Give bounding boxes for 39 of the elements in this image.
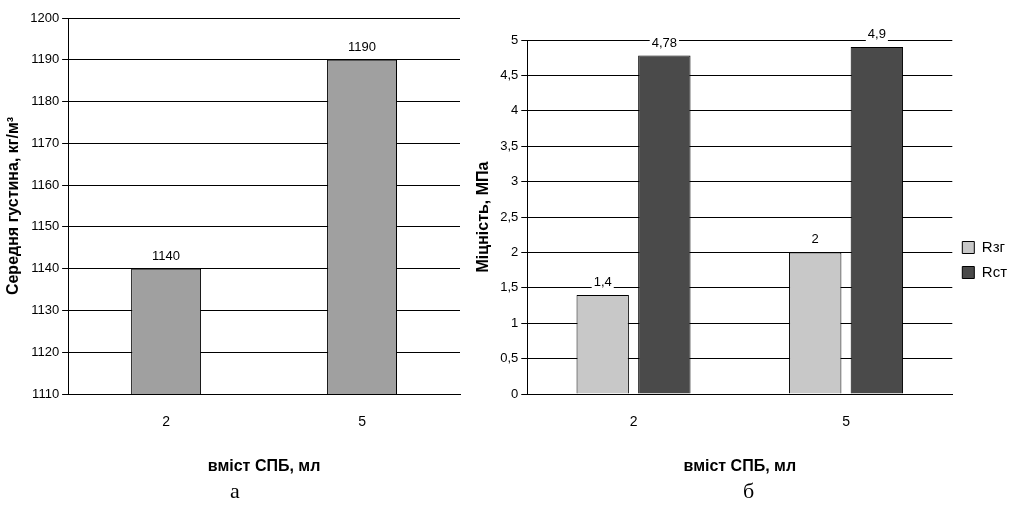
legend-label: Rст (981, 262, 1008, 280)
y-tick-label: 1170 (31, 134, 60, 150)
y-axis-title: Міцність, МПа (474, 161, 492, 273)
data-label: 4,9 (867, 26, 886, 42)
x-tick-label: 5 (842, 413, 851, 430)
data-label: 1,4 (593, 273, 612, 289)
y-tick-label: 1120 (31, 343, 60, 359)
y-tick-label: 3 (511, 173, 519, 189)
y-tick-label: 1110 (32, 385, 60, 401)
y-tick-label: 1190 (31, 51, 60, 67)
y-tick-label: 1130 (31, 302, 60, 318)
x-tick-label: 2 (629, 413, 638, 430)
x-tick-label: 2 (162, 413, 171, 430)
text: а (229, 478, 241, 504)
data-label: 2 (811, 231, 819, 247)
y-tick-label: 4,5 (500, 66, 519, 82)
legend-label: Rзг (981, 237, 1006, 255)
y-tick-label: 1140 (31, 260, 60, 276)
data-label: 4,78 (651, 34, 677, 50)
y-tick-label: 1160 (31, 176, 60, 192)
y-tick-label: 1 (511, 314, 519, 330)
y-tick-label: 3,5 (500, 137, 519, 153)
y-tick-label: 2,5 (500, 208, 519, 224)
y-tick-label: 1150 (31, 218, 60, 234)
x-tick-label: 5 (358, 413, 367, 430)
data-label: 1140 (152, 247, 181, 263)
x-axis-title: вміст СПБ, мл (683, 456, 797, 474)
y-tick-label: 5 (511, 31, 519, 47)
y-tick-label: 4 (511, 102, 519, 118)
y-axis-title: Середня густина, кг/м³ (4, 116, 22, 296)
y-tick-label: 0,5 (500, 350, 519, 366)
text: б (741, 478, 756, 504)
x-axis-title: вміст СПБ, мл (207, 456, 321, 474)
data-label: 1190 (348, 38, 377, 54)
y-tick-label: 1,5 (500, 279, 519, 295)
y-tick-label: 1200 (30, 9, 60, 25)
y-tick-label: 2 (511, 243, 519, 259)
y-tick-label: 1180 (31, 93, 60, 109)
y-tick-label: 0 (511, 385, 519, 401)
